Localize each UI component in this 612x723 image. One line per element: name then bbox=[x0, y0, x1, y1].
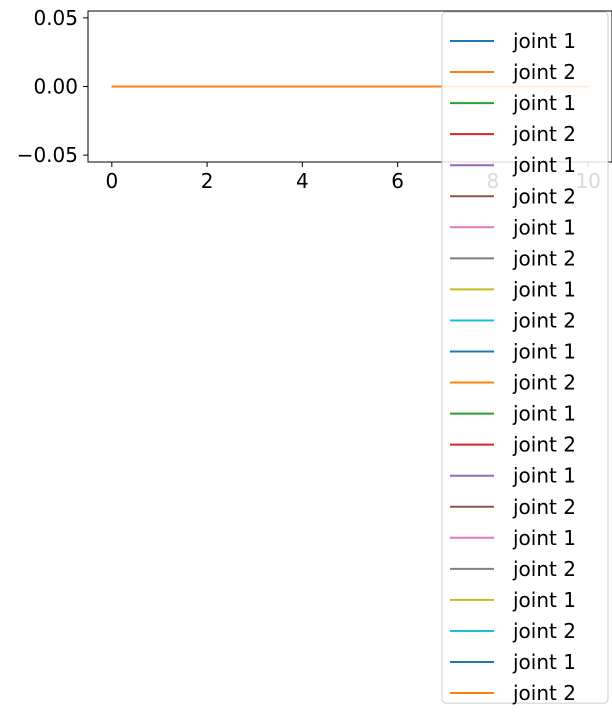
legend-entry-label: joint 2 bbox=[512, 371, 576, 395]
legend-entry-label: joint 2 bbox=[512, 681, 576, 705]
legend-entry-label: joint 2 bbox=[512, 619, 576, 643]
legend-entry-label: joint 2 bbox=[512, 246, 576, 270]
y-tick-label: −0.05 bbox=[17, 143, 78, 167]
legend-entry-label: joint 2 bbox=[512, 60, 576, 84]
legend-entry-label: joint 2 bbox=[512, 122, 576, 146]
legend-entry-label: joint 2 bbox=[512, 184, 576, 208]
legend-entry-label: joint 1 bbox=[512, 91, 576, 115]
y-tick-label: 0.05 bbox=[33, 6, 78, 30]
legend-entry-label: joint 2 bbox=[512, 495, 576, 519]
legend-entry-label: joint 1 bbox=[512, 650, 576, 674]
x-tick-label: 4 bbox=[296, 169, 309, 193]
x-tick-label: 6 bbox=[391, 169, 404, 193]
legend: joint 1 joint 2 joint 1 joint 2 joint 1 joint… bbox=[441, 11, 609, 705]
x-tick-label: 2 bbox=[201, 169, 214, 193]
x-tick-label: 0 bbox=[105, 169, 118, 193]
legend-box bbox=[441, 11, 609, 704]
legend-entry-label: joint 1 bbox=[512, 526, 576, 550]
y-axis: 0.05 0.00 −0.05 bbox=[17, 6, 88, 167]
legend-entry-label: joint 2 bbox=[512, 308, 576, 332]
legend-entry-label: joint 1 bbox=[512, 340, 576, 364]
legend-entry-label: joint 1 bbox=[512, 464, 576, 488]
legend-entry-label: joint 1 bbox=[512, 29, 576, 53]
legend-entry-label: joint 1 bbox=[512, 215, 576, 239]
legend-entry-label: joint 2 bbox=[512, 433, 576, 457]
legend-entry-label: joint 2 bbox=[512, 557, 576, 581]
y-tick-label: 0.00 bbox=[33, 75, 78, 99]
legend-entry-label: joint 1 bbox=[512, 277, 576, 301]
legend-entry-label: joint 1 bbox=[512, 153, 576, 177]
legend-entry-label: joint 1 bbox=[512, 402, 576, 426]
legend-entry-label: joint 1 bbox=[512, 588, 576, 612]
